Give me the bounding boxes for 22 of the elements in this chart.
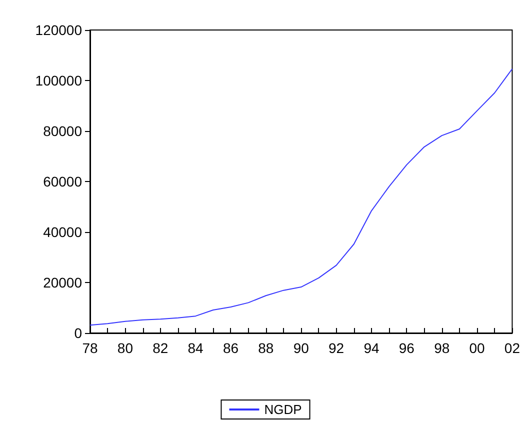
y-tick-label: 40000 bbox=[43, 224, 82, 240]
y-tick-label: 20000 bbox=[43, 274, 82, 290]
x-tick-label: 86 bbox=[222, 340, 239, 356]
x-tick-label: 78 bbox=[82, 340, 98, 356]
y-tick-label: 80000 bbox=[43, 123, 82, 139]
x-tick-label: 98 bbox=[434, 340, 450, 356]
x-tick-label: 92 bbox=[328, 340, 344, 356]
x-tick-label: 80 bbox=[117, 340, 134, 356]
x-tick-label: 94 bbox=[364, 340, 380, 356]
x-tick-label: 84 bbox=[188, 340, 204, 356]
legend-label: NGDP bbox=[264, 402, 302, 417]
line-series bbox=[90, 68, 513, 326]
y-tick-label: 60000 bbox=[43, 174, 82, 190]
x-tick-label: 00 bbox=[469, 340, 486, 356]
x-tick-label: 82 bbox=[152, 340, 168, 356]
y-tick-label: 120000 bbox=[35, 22, 82, 38]
y-tick-label: 100000 bbox=[35, 72, 82, 88]
x-tick-label: 90 bbox=[293, 340, 310, 356]
x-tick-label: 96 bbox=[398, 340, 415, 356]
y-tick-label: 0 bbox=[74, 325, 82, 341]
x-tick-label: 88 bbox=[258, 340, 274, 356]
x-tick-label: 02 bbox=[504, 340, 520, 356]
